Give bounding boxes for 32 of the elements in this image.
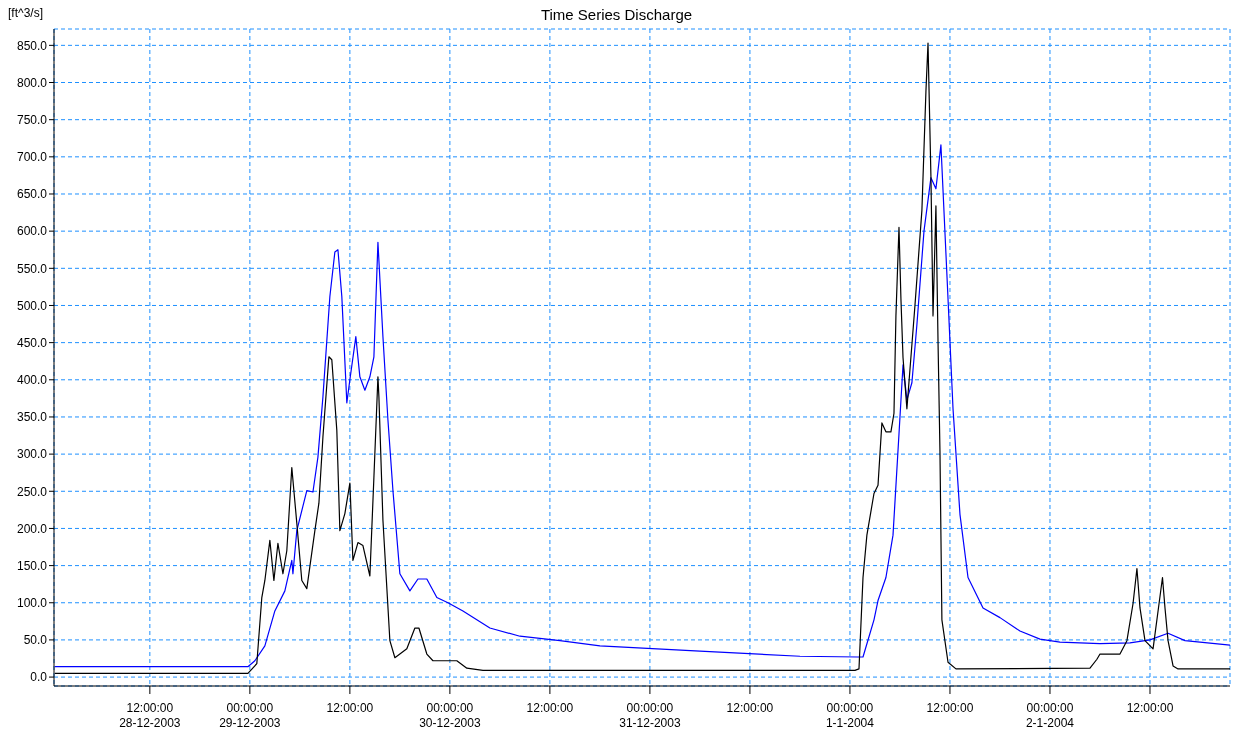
x-tick-label: 00:00:00 1-1-2004 xyxy=(825,701,875,730)
y-tick-label: 850.0 xyxy=(16,38,48,53)
y-tick-label: 650.0 xyxy=(16,187,48,202)
y-tick-label: 0.0 xyxy=(30,670,48,685)
y-tick-label: 300.0 xyxy=(16,447,48,462)
y-tick-label: 500.0 xyxy=(16,298,48,313)
y-tick-label: 750.0 xyxy=(16,112,48,127)
y-axis-title: [ft^3/s] xyxy=(8,6,43,20)
y-tick-label: 550.0 xyxy=(16,261,48,276)
y-tick-label: 450.0 xyxy=(16,335,48,350)
x-tick-label: 00:00:00 31-12-2003 xyxy=(619,701,681,730)
x-tick-label: 00:00:00 2-1-2004 xyxy=(1025,701,1075,730)
line-series xyxy=(54,144,1230,668)
x-tick-label: 12:00:00 xyxy=(1126,701,1174,715)
x-tick-label: 12:00:00 xyxy=(726,701,774,715)
x-tick-label: 12:00:00 xyxy=(526,701,574,715)
y-tick-label: 150.0 xyxy=(16,558,48,573)
y-tick-label: 50.0 xyxy=(23,633,48,648)
y-tick-label: 350.0 xyxy=(16,410,48,425)
x-tick-label: 12:00:00 28-12-2003 xyxy=(119,701,181,730)
x-tick-label: 00:00:00 29-12-2003 xyxy=(219,701,281,730)
x-tick-label: 12:00:00 xyxy=(326,701,374,715)
y-tick-label: 700.0 xyxy=(16,150,48,165)
y-tick-label: 100.0 xyxy=(16,596,48,611)
x-tick-label: 12:00:00 xyxy=(926,701,974,715)
chart-title: Time Series Discharge xyxy=(540,6,693,23)
y-tick-label: 400.0 xyxy=(16,373,48,388)
x-tick-label: 00:00:00 30-12-2003 xyxy=(419,701,481,730)
y-tick-label: 250.0 xyxy=(16,484,48,499)
y-tick-label: 600.0 xyxy=(16,224,48,239)
y-tick-label: 800.0 xyxy=(16,75,48,90)
y-tick-label: 200.0 xyxy=(16,521,48,536)
